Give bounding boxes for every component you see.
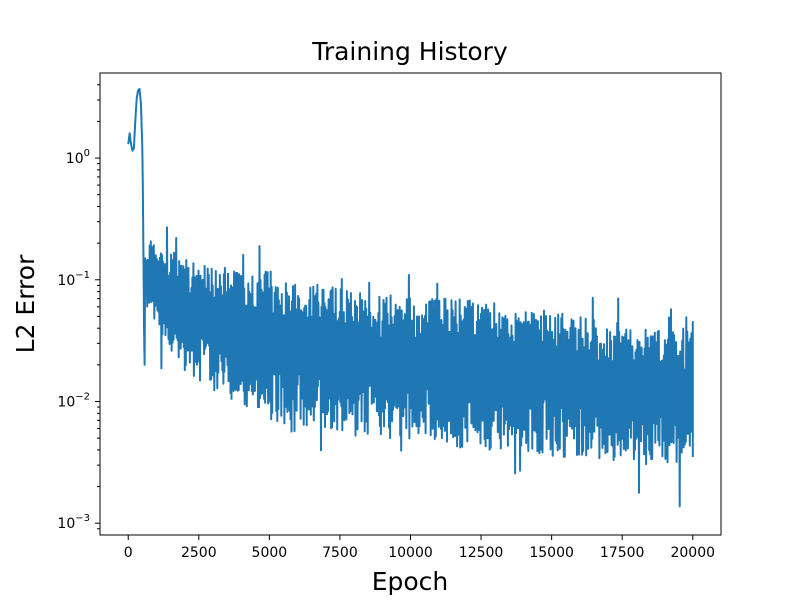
y-tick-label: 10−2 — [57, 391, 90, 410]
series-line — [127, 87, 694, 508]
y-axis-label: L2 Error — [11, 254, 40, 353]
y-tick-label: 100 — [66, 148, 90, 167]
x-tick-label: 7500 — [322, 545, 358, 561]
x-tick-label: 0 — [124, 545, 133, 561]
x-tick-label: 17500 — [600, 545, 645, 561]
chart-title: Training History — [311, 37, 508, 66]
x-tick-label: 5000 — [252, 545, 288, 561]
x-tick-label: 15000 — [529, 545, 574, 561]
x-axis-label: Epoch — [372, 567, 449, 596]
y-axis: 100 10−1 10−2 10−3 — [57, 84, 100, 532]
plot-area — [127, 87, 694, 508]
y-tick-label: 10−3 — [57, 513, 90, 532]
x-tick-label: 12500 — [459, 545, 504, 561]
y-tick-label: 10−1 — [57, 270, 90, 289]
x-tick-label: 2500 — [181, 545, 217, 561]
x-tick-label: 10000 — [388, 545, 433, 561]
x-tick-label: 20000 — [670, 545, 715, 561]
x-axis: 0 2500 5000 7500 10000 12500 15000 17500 20000 — [124, 535, 715, 561]
